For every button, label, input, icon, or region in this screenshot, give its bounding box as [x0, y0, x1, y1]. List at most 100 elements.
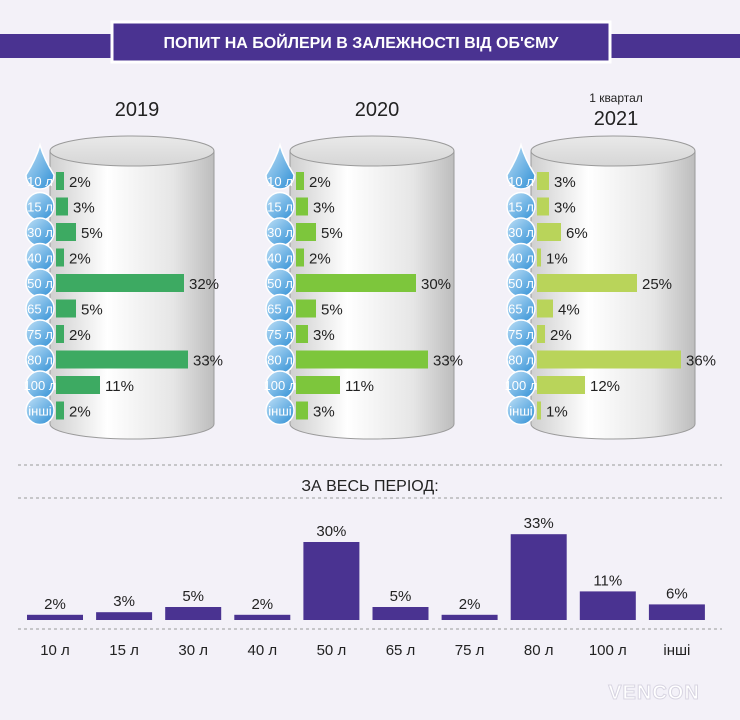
category-label-2021-1: 15 л: [508, 200, 534, 215]
category-label-2020-9: інші: [268, 404, 291, 419]
bar-2021-1: [537, 197, 549, 216]
summary-bar-5: [372, 607, 429, 620]
summary-category-label-0: 10 л: [40, 642, 70, 659]
summary-value-label-8: 11%: [593, 572, 622, 589]
bar-2019-0: [56, 172, 64, 190]
category-label-2020-8: 100 л: [264, 378, 297, 393]
category-label-2019-6: 75 л: [27, 327, 53, 342]
summary-value-label-2: 5%: [182, 588, 204, 605]
bar-2020-5: [296, 299, 316, 318]
drop-icon: [265, 142, 295, 190]
bar-2020-1: [296, 197, 308, 216]
bar-2019-3: [56, 248, 64, 267]
vencon-logo: VENCON: [608, 682, 700, 705]
summary-category-label-8: 100 л: [589, 642, 627, 659]
category-label-2021-9: інші: [509, 404, 532, 419]
summary-bar-0: [27, 614, 83, 620]
chart-2020: 2% 3% 5% 2% 30% 5% 3% 33% 11% 3% 10 л 15 л 30 л 40 л 5…: [264, 142, 463, 426]
bar-2019-8: [56, 376, 100, 394]
bar-2019-7: [56, 350, 188, 369]
value-label-2019-6: 2%: [69, 327, 91, 344]
drop-icon: [25, 142, 55, 190]
category-label-2021-6: 75 л: [508, 327, 534, 342]
value-label-2020-8: 11%: [345, 378, 374, 395]
category-label-2019-4: 50 л: [27, 276, 53, 291]
summary-bar-2: [165, 607, 222, 620]
bar-2019-2: [56, 223, 76, 241]
value-label-2019-0: 2%: [69, 174, 91, 191]
value-label-2020-6: 3%: [313, 327, 335, 344]
category-label-2019-5: 65 л: [27, 302, 53, 317]
category-label-2019-1: 15 л: [27, 200, 53, 215]
value-label-2021-5: 4%: [558, 302, 580, 319]
bar-2019-5: [56, 299, 76, 318]
chart-summary: 2% 10 л 3% 15 л 5% 30 л 2% 40 л 30% 50 л 5% 65 л 2% 7…: [27, 515, 705, 659]
bar-2020-0: [296, 172, 304, 190]
chart-2021: 3% 3% 6% 1% 25% 4% 2% 36% 12% 1% 10 л 15 л 30 л 40 л 5…: [505, 142, 716, 426]
category-label-2020-0: 10 л: [267, 174, 293, 189]
value-label-2020-5: 5%: [321, 302, 343, 319]
logo-text: VENCON: [608, 682, 700, 704]
value-label-2019-4: 32%: [189, 276, 219, 293]
bar-2021-9: [537, 401, 541, 420]
value-label-2020-2: 5%: [321, 225, 343, 242]
category-label-2019-9: інші: [28, 404, 51, 419]
category-label-2021-3: 40 л: [508, 251, 534, 266]
summary-bar-6: [441, 614, 498, 620]
summary-bar-8: [579, 591, 636, 620]
value-label-2020-7: 33%: [433, 353, 463, 370]
summary-bar-9: [648, 604, 705, 620]
value-label-2021-8: 12%: [590, 378, 620, 395]
summary-bar-4: [303, 542, 360, 620]
value-label-2019-2: 5%: [81, 225, 103, 242]
value-label-2020-0: 2%: [309, 174, 331, 191]
value-label-2021-9: 1%: [546, 404, 568, 421]
chart-title-2019: 2019: [115, 99, 160, 121]
bar-2020-2: [296, 223, 316, 241]
summary-category-label-4: 50 л: [317, 642, 347, 659]
value-label-2021-0: 3%: [554, 174, 576, 191]
summary-bar-1: [96, 612, 153, 620]
category-label-2021-0: 10 л: [508, 174, 534, 189]
bar-2021-4: [537, 274, 637, 292]
drop-icon: [506, 142, 536, 190]
header-band-left: [0, 34, 130, 58]
value-label-2021-6: 2%: [550, 327, 572, 344]
value-label-2019-7: 33%: [193, 353, 223, 370]
chart-title-2020: 2020: [355, 99, 400, 121]
header-title-box: [110, 20, 612, 64]
summary-value-label-1: 3%: [113, 593, 135, 610]
summary-category-label-2: 30 л: [178, 642, 208, 659]
value-label-2021-4: 25%: [642, 276, 672, 293]
value-label-2019-1: 3%: [73, 200, 95, 217]
summary-category-label-5: 65 л: [386, 642, 416, 659]
value-label-2021-7: 36%: [686, 353, 716, 370]
category-label-2020-4: 50 л: [267, 276, 293, 291]
bar-2020-9: [296, 401, 308, 420]
drop-icon: [25, 395, 55, 426]
bar-2019-4: [56, 274, 184, 292]
bar-2021-8: [537, 376, 585, 394]
summary-value-label-6: 2%: [459, 596, 481, 613]
bar-2019-9: [56, 401, 64, 420]
category-label-2021-5: 65 л: [508, 302, 534, 317]
category-label-2020-6: 75 л: [267, 327, 293, 342]
value-label-2021-1: 3%: [554, 200, 576, 217]
summary-value-label-4: 30%: [316, 523, 346, 540]
value-label-2020-4: 30%: [421, 276, 451, 293]
bar-2020-8: [296, 376, 340, 394]
bar-2020-7: [296, 350, 428, 369]
category-label-2021-7: 80 л: [508, 353, 534, 368]
value-label-2021-2: 6%: [566, 225, 588, 242]
header-band-right: [610, 34, 740, 58]
value-label-2020-1: 3%: [313, 200, 335, 217]
summary-category-label-1: 15 л: [109, 642, 139, 659]
category-label-2021-4: 50 л: [508, 276, 534, 291]
value-label-2019-9: 2%: [69, 404, 91, 421]
bar-2019-1: [56, 197, 68, 216]
drop-icon: [506, 395, 536, 426]
bar-2020-3: [296, 248, 304, 267]
bar-2021-0: [537, 172, 549, 190]
